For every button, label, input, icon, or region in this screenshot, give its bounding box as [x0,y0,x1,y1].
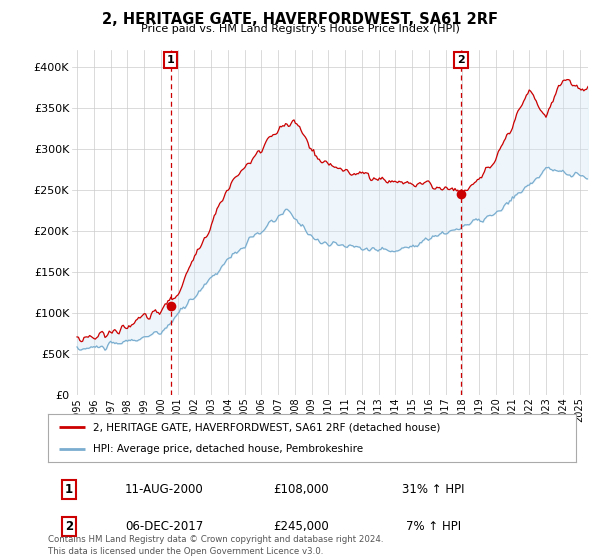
Text: 2: 2 [457,55,465,66]
Text: This data is licensed under the Open Government Licence v3.0.: This data is licensed under the Open Gov… [48,547,323,556]
Text: 06-DEC-2017: 06-DEC-2017 [125,520,203,533]
Text: £108,000: £108,000 [274,483,329,496]
Text: 2: 2 [65,520,73,533]
Text: £245,000: £245,000 [274,520,329,533]
Text: Contains HM Land Registry data © Crown copyright and database right 2024.: Contains HM Land Registry data © Crown c… [48,535,383,544]
Text: 2, HERITAGE GATE, HAVERFORDWEST, SA61 2RF: 2, HERITAGE GATE, HAVERFORDWEST, SA61 2R… [102,12,498,27]
Text: Price paid vs. HM Land Registry's House Price Index (HPI): Price paid vs. HM Land Registry's House … [140,24,460,34]
Text: 1: 1 [65,483,73,496]
Text: 31% ↑ HPI: 31% ↑ HPI [402,483,464,496]
Text: 11-AUG-2000: 11-AUG-2000 [125,483,203,496]
Text: 1: 1 [167,55,175,66]
Text: 2, HERITAGE GATE, HAVERFORDWEST, SA61 2RF (detached house): 2, HERITAGE GATE, HAVERFORDWEST, SA61 2R… [93,422,440,432]
Text: HPI: Average price, detached house, Pembrokeshire: HPI: Average price, detached house, Pemb… [93,444,363,454]
Text: 7% ↑ HPI: 7% ↑ HPI [406,520,461,533]
